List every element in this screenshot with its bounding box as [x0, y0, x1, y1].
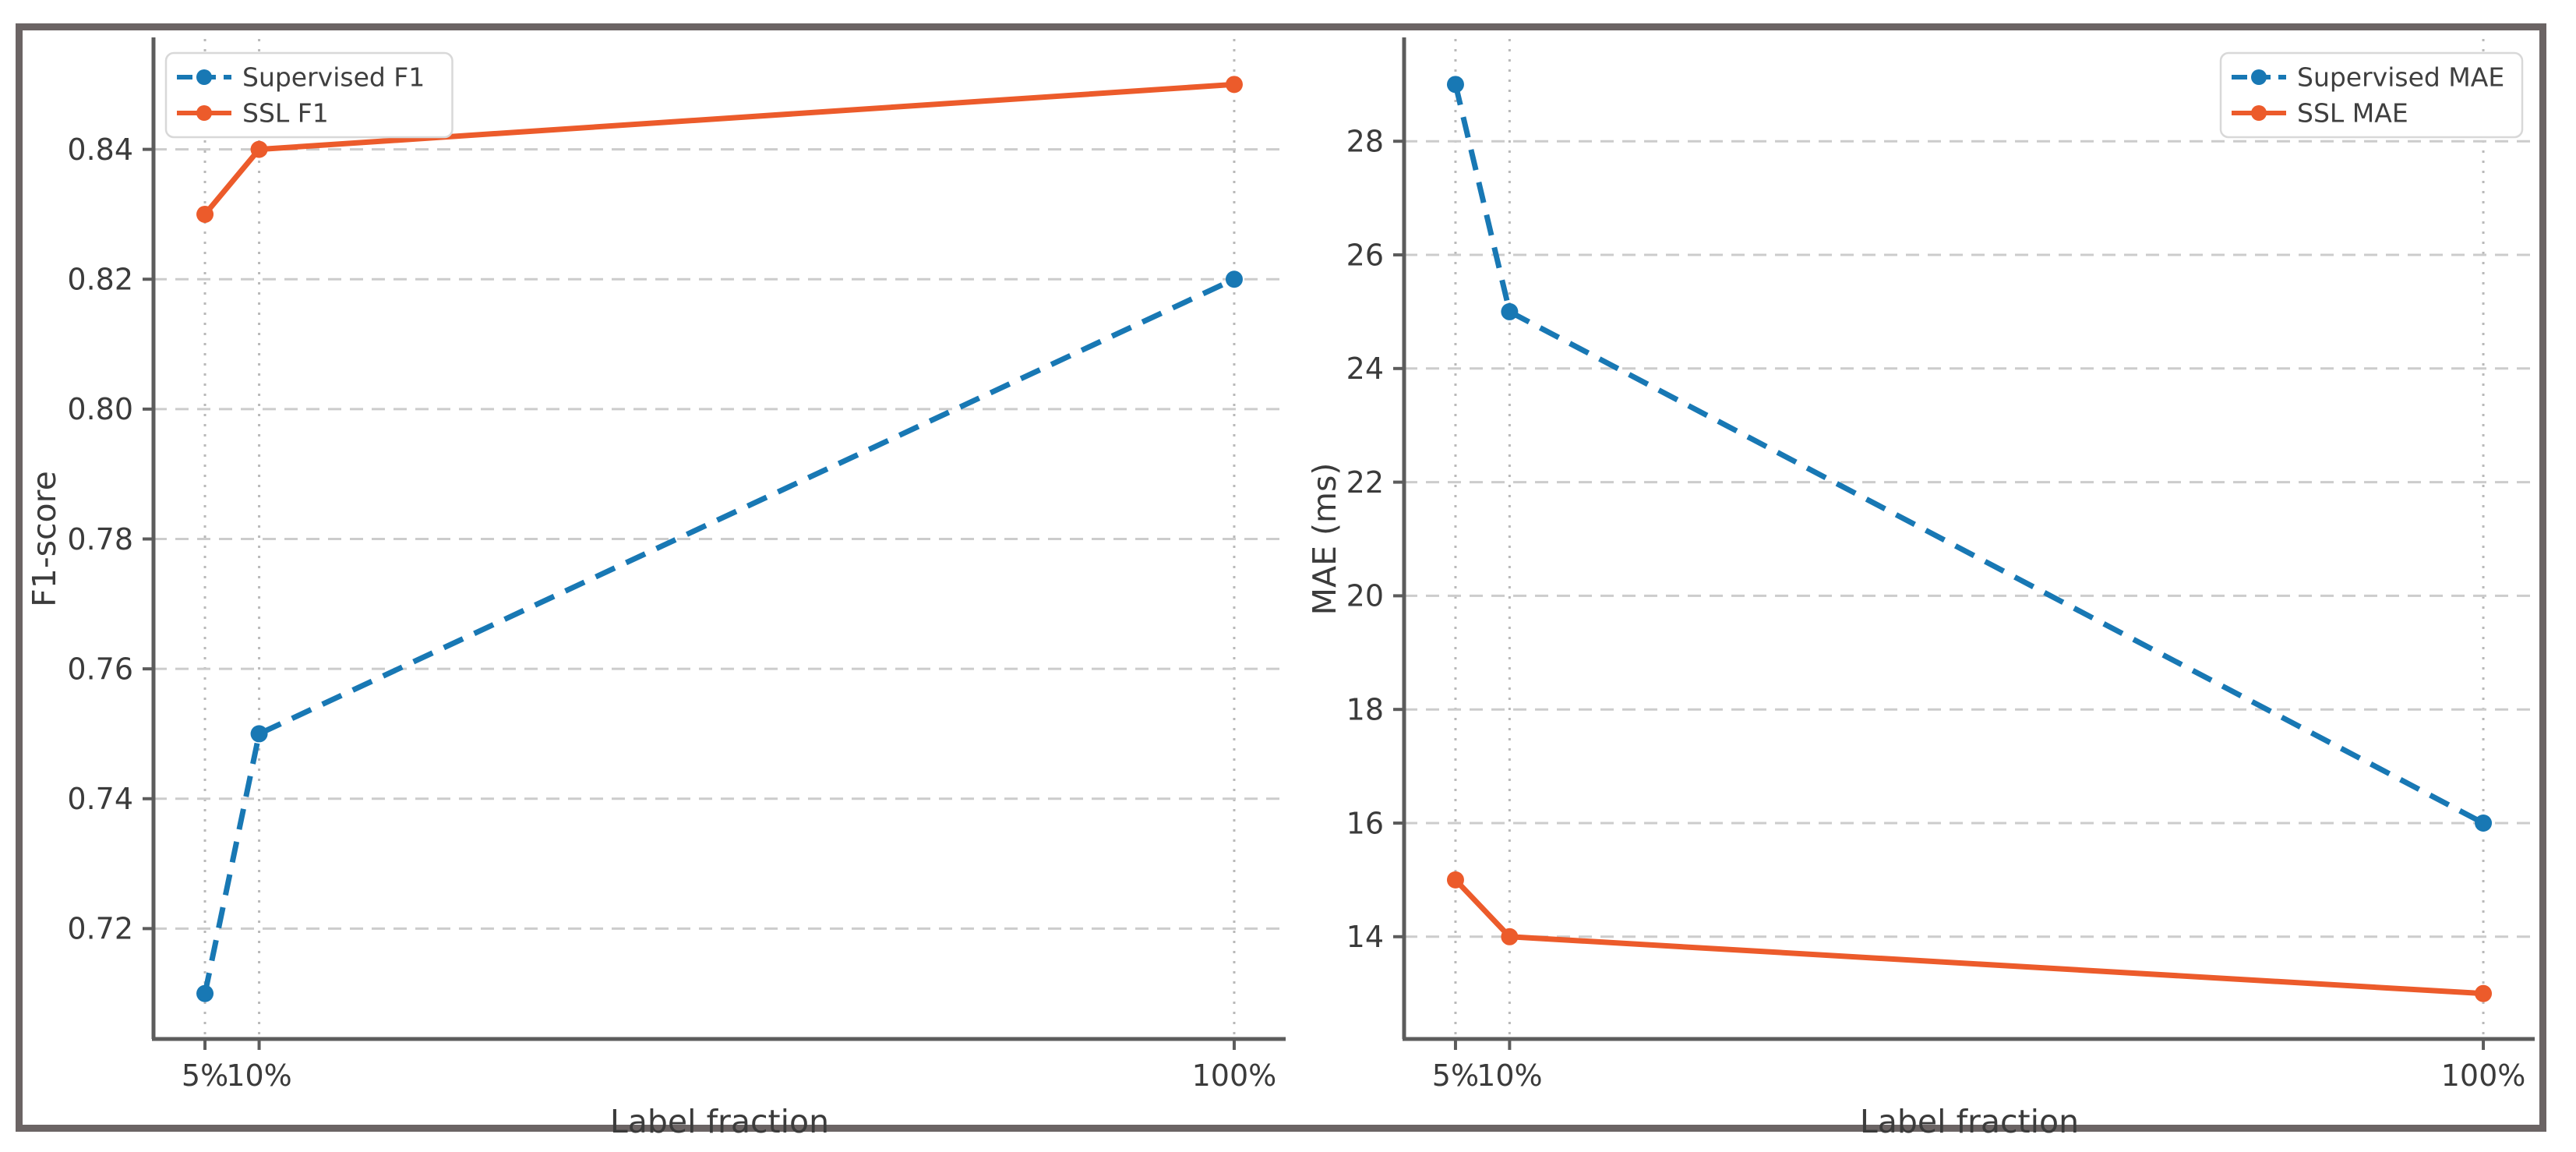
x-tick-label: 5% [1432, 1058, 1479, 1093]
x-tick-label: 10% [1477, 1058, 1542, 1093]
y-tick-label: 0.78 [67, 522, 133, 557]
supervised-f1-marker [196, 984, 214, 1002]
y-tick-label: 0.84 [67, 133, 133, 167]
y-tick-label: 22 [1346, 465, 1384, 500]
supervised-mae-marker [1501, 302, 1519, 320]
legend-label-supervised-f1: Supervised F1 [242, 62, 425, 93]
y-tick-label: 28 [1346, 125, 1384, 159]
f1-score-plot: 0.72 0.74 0.76 0.78 0.80 0.82 0.84 5%10% 100% Lab… [26, 37, 1286, 1140]
ssl-mae-marker [2475, 984, 2493, 1002]
legend: Supervised MAE SSL MAE [2219, 51, 2524, 139]
y-tick-label: 26 [1346, 238, 1384, 272]
y-tick-label: 0.82 [67, 263, 133, 297]
ssl-mae-marker [1446, 871, 1464, 889]
legend: Supervised F1 SSL F1 [164, 51, 453, 139]
legend-box [164, 51, 453, 139]
legend-label-ssl-mae: SSL MAE [2297, 98, 2408, 129]
x-axis-label: Label fraction [1860, 1103, 2079, 1140]
x-tick-label: 10% [226, 1058, 291, 1093]
y-tick-label: 0.80 [67, 392, 133, 426]
y-tick-label: 24 [1346, 352, 1384, 386]
mae-chart: 14 16 18 20 22 24 26 28 5% 10% 100% Label fraction M… [1288, 0, 2576, 1152]
legend-sample-marker [2251, 105, 2267, 121]
legend-sample-marker [2251, 69, 2267, 85]
y-tick-label: 16 [1346, 806, 1384, 840]
x-tick-label: 5% [182, 1058, 228, 1093]
f1-score-chart: 0.72 0.74 0.76 0.78 0.80 0.82 0.84 5% 10% 100% Lab… [26, 37, 1286, 1140]
supervised-mae-line [1452, 83, 2485, 826]
supervised-f1-line [202, 277, 1236, 995]
legend-sample-marker [196, 69, 212, 85]
legend-box [2219, 51, 2524, 139]
y-tick-label: 20 [1346, 579, 1384, 613]
y-tick-label: 0.74 [67, 782, 133, 816]
supervised-mae-marker [1446, 76, 1464, 94]
ssl-f1-marker [250, 140, 268, 158]
y-axis-label: F1-score [26, 471, 63, 607]
ssl-f1-marker [196, 205, 214, 223]
supervised-mae-marker [2475, 814, 2493, 832]
x-axis-label: Label fraction [610, 1103, 829, 1140]
y-axis-label: MAE (ms) [1306, 463, 1343, 616]
legend-sample-marker [196, 105, 212, 121]
figure-border [16, 23, 2546, 1132]
y-tick-label: 18 [1346, 692, 1384, 726]
y-tick-label: 0.76 [67, 652, 133, 686]
mae-plot: 14 16 18 20 22 24 26 28 5%10% 100% Label fraction M… [1306, 37, 2535, 1140]
ssl-f1-marker [1225, 76, 1243, 94]
supervised-f1-marker [250, 725, 268, 743]
y-tick-label: 14 [1346, 920, 1384, 954]
legend-label-supervised-mae: Supervised MAE [2297, 62, 2504, 93]
legend-label-ssl-f1: SSL F1 [242, 98, 329, 129]
ssl-mae-marker [1501, 928, 1519, 945]
y-tick-label: 0.72 [67, 912, 133, 946]
supervised-f1-marker [1225, 270, 1243, 288]
x-tick-label: 100% [2441, 1058, 2526, 1093]
x-tick-label: 100% [1192, 1058, 1277, 1093]
